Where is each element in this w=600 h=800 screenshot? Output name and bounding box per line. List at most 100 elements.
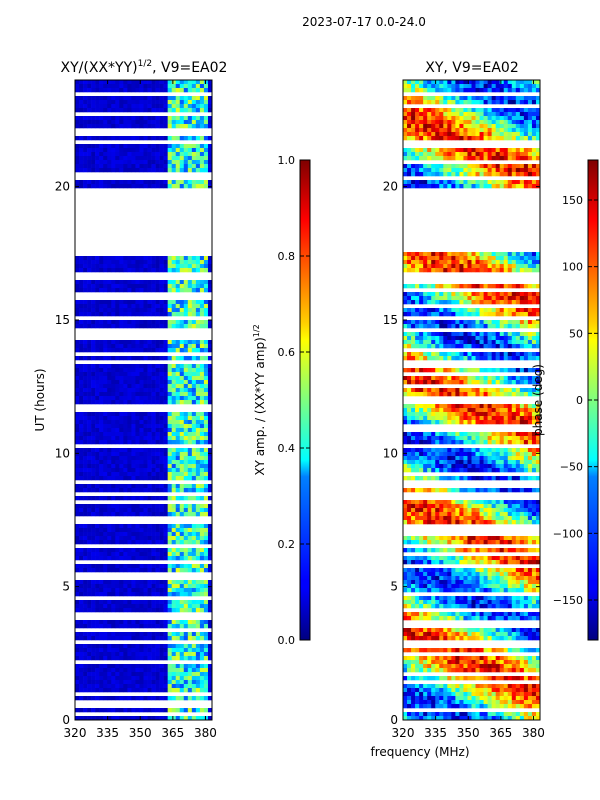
heatmap-cell (119, 108, 124, 113)
heatmap-cell (131, 396, 136, 401)
heatmap-cell (495, 252, 501, 257)
heatmap-cell (99, 528, 104, 533)
heatmap-cell (103, 136, 108, 141)
heatmap-cell (103, 484, 108, 489)
heatmap-cell (195, 620, 201, 625)
heatmap-cell (111, 420, 116, 425)
heatmap-cell (195, 440, 201, 445)
heatmap-cell (183, 652, 189, 657)
heatmap-cell (87, 100, 92, 105)
heatmap-cell (151, 312, 156, 317)
heatmap-cell (207, 424, 213, 429)
heatmap-cell (507, 300, 513, 305)
heatmap-cell (511, 124, 517, 129)
heatmap-cell (503, 156, 509, 161)
heatmap-cell (119, 180, 124, 185)
heatmap-cell (111, 432, 116, 437)
heatmap-cell (103, 488, 108, 493)
heatmap-cell (131, 304, 136, 309)
heatmap-cell (175, 340, 181, 345)
heatmap-cell (187, 288, 193, 293)
heatmap-cell (79, 320, 84, 325)
heatmap-cell (455, 300, 460, 305)
heatmap-cell (83, 436, 88, 441)
heatmap-cell (135, 600, 140, 605)
heatmap-cell (475, 296, 480, 301)
heatmap-cell (111, 320, 116, 325)
heatmap-cell (535, 300, 541, 305)
heatmap-cell (131, 104, 136, 109)
heatmap-cell (159, 280, 164, 285)
heatmap-cell (527, 292, 533, 297)
heatmap-cell (163, 484, 168, 489)
heatmap-cell (91, 476, 96, 481)
heatmap-cell (463, 156, 468, 161)
heatmap-cell (83, 412, 88, 417)
heatmap-cell (135, 164, 140, 169)
heatmap-cell (111, 116, 116, 121)
heatmap-cell (207, 304, 213, 309)
heatmap-cell (151, 432, 156, 437)
heatmap-cell (147, 688, 152, 693)
heatmap-cell (415, 368, 420, 373)
heatmap-cell (139, 152, 144, 157)
heatmap-cell (107, 652, 112, 657)
heatmap-cell (495, 264, 501, 269)
heatmap-cell (151, 96, 156, 101)
heatmap-cell (447, 184, 452, 189)
heatmap-cell (75, 636, 80, 641)
heatmap-cell (199, 356, 205, 361)
heatmap-cell (171, 300, 177, 305)
heatmap-cell (163, 308, 168, 313)
heatmap-cell (191, 524, 197, 529)
heatmap-cell (99, 384, 104, 389)
heatmap-cell (159, 540, 164, 545)
heatmap-cell (119, 344, 124, 349)
heatmap-cell (167, 472, 173, 477)
heatmap-cell (467, 308, 472, 313)
heatmap-cell (207, 184, 213, 189)
heatmap-cell (203, 532, 209, 537)
heatmap-cell (95, 120, 100, 125)
heatmap-cell (523, 88, 529, 93)
heatmap-cell (147, 400, 152, 405)
heatmap-cell (135, 136, 140, 141)
heatmap-cell (115, 384, 120, 389)
heatmap-cell (499, 284, 505, 289)
heatmap-cell (199, 396, 205, 401)
heatmap-cell (175, 528, 181, 533)
heatmap-cell (103, 456, 108, 461)
heatmap-cell (487, 148, 492, 153)
heatmap-cell (447, 148, 452, 153)
heatmap-cell (91, 280, 96, 285)
heatmap-cell (91, 288, 96, 293)
heatmap-cell (159, 120, 164, 125)
heatmap-cell (179, 540, 185, 545)
heatmap-cell (411, 320, 416, 325)
heatmap-cell (199, 180, 205, 185)
heatmap-cell (123, 472, 128, 477)
heatmap-cell (459, 376, 464, 381)
heatmap-cell (111, 508, 116, 513)
heatmap-cell (203, 672, 209, 677)
heatmap-cell (131, 412, 136, 417)
heatmap-cell (99, 564, 104, 569)
heatmap-cell (451, 172, 456, 177)
heatmap-cell (523, 172, 529, 177)
heatmap-cell (507, 120, 513, 125)
heatmap-cell (419, 120, 424, 125)
heatmap-cell (495, 84, 501, 89)
heatmap-cell (507, 88, 513, 93)
heatmap-cell (411, 260, 416, 265)
heatmap-cell (123, 420, 128, 425)
heatmap-cell (139, 472, 144, 477)
heatmap-cell (127, 524, 132, 529)
heatmap-cell (123, 504, 128, 509)
heatmap-cell (131, 344, 136, 349)
heatmap-cell (155, 556, 160, 561)
heatmap-cell (171, 100, 177, 105)
heatmap-cell (183, 412, 189, 417)
heatmap-cell (163, 168, 168, 173)
heatmap-cell (187, 568, 193, 573)
heatmap-cell (91, 348, 96, 353)
